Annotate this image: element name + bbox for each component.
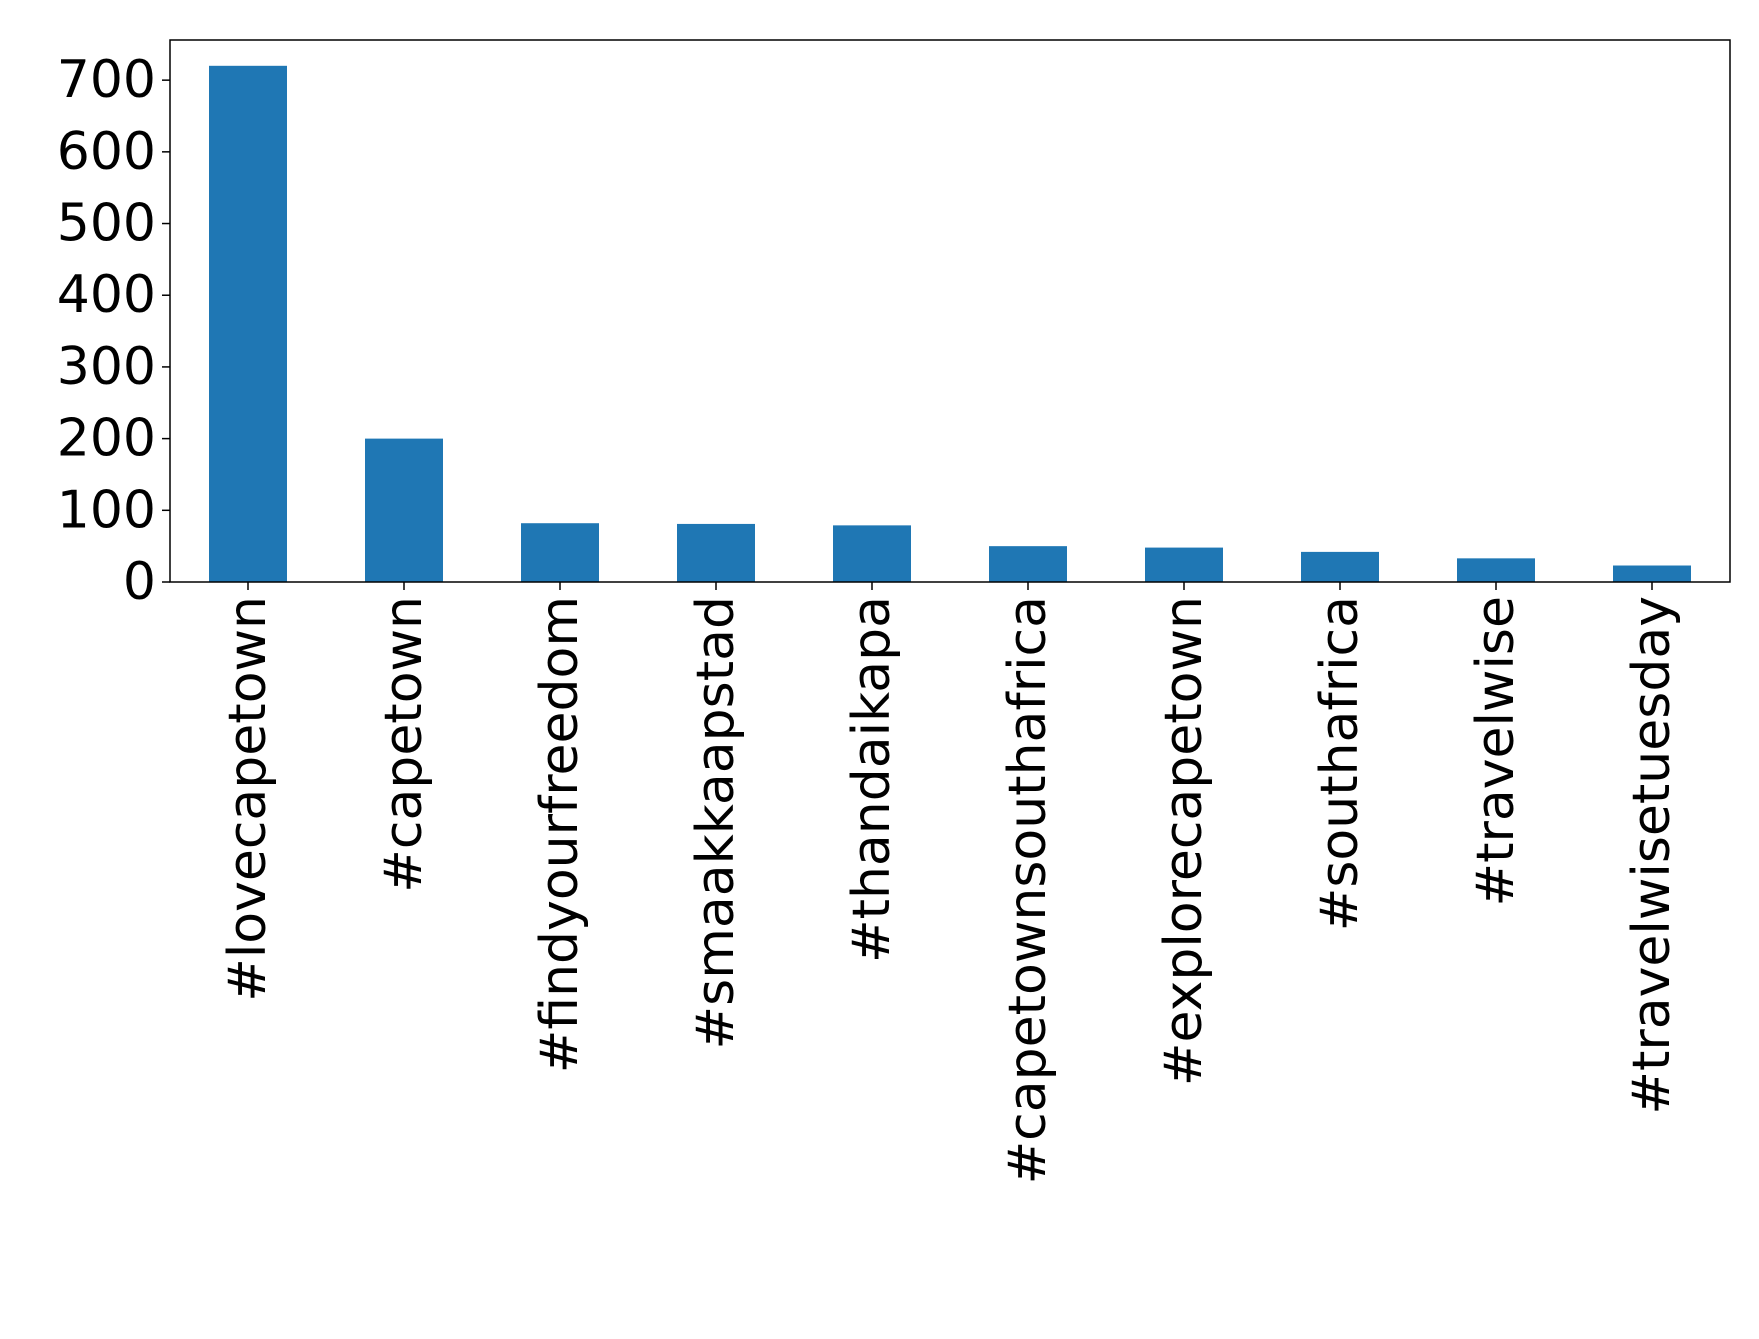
x-tick-label: #capetown <box>374 596 434 893</box>
bar-travelwise <box>1457 558 1535 582</box>
x-tick-label: #lovecapetown <box>218 596 278 1002</box>
bar-thandaikapa <box>833 525 911 582</box>
y-tick-label: 0 <box>123 552 156 612</box>
bar-findyourfreedom <box>521 523 599 582</box>
x-tick-label: #explorecapetown <box>1154 596 1214 1086</box>
bar-southafrica <box>1301 551 1379 582</box>
x-axis: #lovecapetown #capetown #findyourfreedom #s… <box>218 582 1682 1184</box>
bar-travelwisetuesday <box>1613 565 1691 582</box>
y-tick-label: 300 <box>57 337 156 397</box>
bar-capetownsouthafrica <box>989 546 1067 582</box>
y-tick-label: 200 <box>57 409 156 469</box>
bar-capetown <box>365 438 443 582</box>
bar-explorecapetown <box>1145 547 1223 582</box>
y-tick-label: 700 <box>57 50 156 110</box>
x-tick-label: #travelwise <box>1466 596 1526 906</box>
bar-smaakkaapstad <box>677 523 755 582</box>
y-tick-label: 600 <box>57 122 156 182</box>
y-tick-label: 100 <box>57 480 156 540</box>
x-tick-label: #thandaikapa <box>842 596 902 963</box>
bars-layer <box>209 65 1691 583</box>
y-axis: 0 100 200 300 400 500 600 700 <box>57 50 170 612</box>
y-tick-label: 500 <box>57 194 156 254</box>
x-tick-label: #southafrica <box>1310 596 1370 931</box>
x-tick-label: #travelwisetuesday <box>1622 596 1682 1115</box>
plot-frame <box>169 39 1731 583</box>
bar-lovecapetown <box>209 65 287 583</box>
x-tick-label: #findyourfreedom <box>530 596 590 1073</box>
x-tick-label: #smaakkaapstad <box>686 596 746 1049</box>
y-tick-label: 400 <box>57 265 156 325</box>
x-tick-label: #capetownsouthafrica <box>998 596 1058 1184</box>
